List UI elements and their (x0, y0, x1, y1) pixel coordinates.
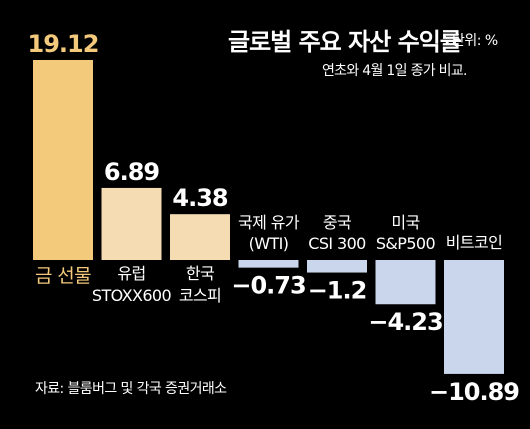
value-label: 19.12 (28, 30, 99, 58)
category-label: 한국 코스피 (179, 264, 221, 305)
value-label: 4.38 (172, 184, 228, 212)
chart-title: 글로벌 주요 자산 수익률 (228, 28, 462, 56)
chart-subtitle: 연초와 4월 1일 종가 비교. (322, 63, 467, 79)
value-label: −1.2 (308, 277, 367, 305)
category-label: 금 선물 (35, 265, 91, 287)
bar (307, 260, 367, 273)
category-label: 유럽 STOXX600 (92, 264, 172, 305)
value-label: −0.73 (231, 272, 305, 300)
bar (101, 187, 162, 260)
bar (170, 214, 230, 260)
value-label: −4.23 (368, 308, 442, 336)
bar (33, 60, 93, 261)
value-label: −10.89 (429, 378, 519, 406)
unit-label: 단위: % (452, 33, 498, 49)
category-label: 미국 S&P500 (376, 213, 436, 253)
value-label: 6.89 (104, 158, 160, 186)
source-note: 자료: 블룸버그 및 각국 증권거래소 (35, 381, 227, 397)
bar (375, 260, 436, 305)
bar (238, 260, 299, 268)
category-label: 중국 CSI 300 (308, 213, 366, 253)
category-label: 국제 유가 (WTI) (238, 213, 300, 253)
bar (444, 260, 504, 374)
category-label: 비트코인 (446, 233, 502, 252)
